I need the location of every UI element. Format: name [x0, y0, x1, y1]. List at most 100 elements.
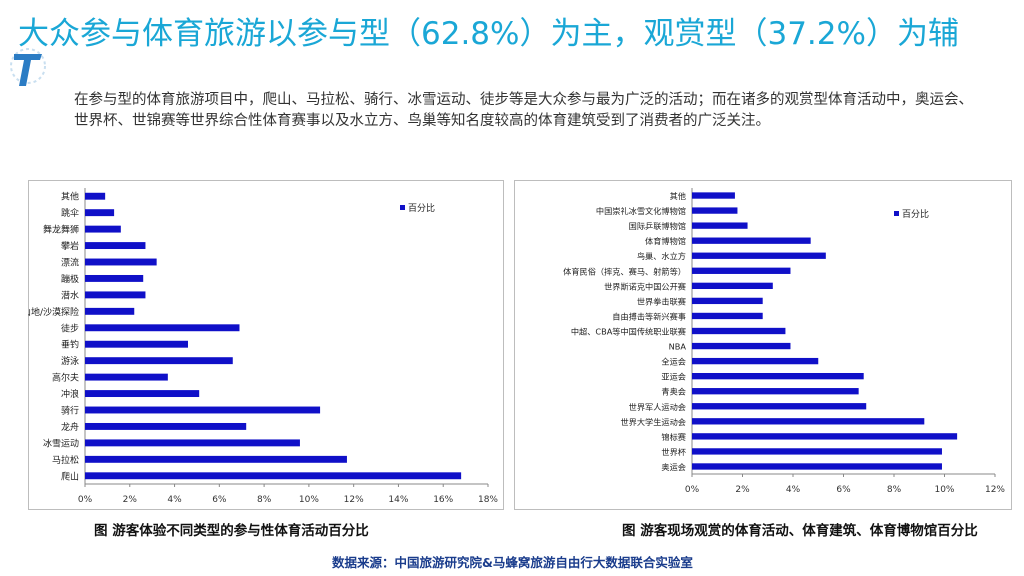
chart1-x-tick-label: 18% — [478, 495, 498, 505]
chart2-category-label: 亚运会 — [661, 372, 686, 382]
chart1-category-label: 爬山 — [61, 471, 79, 482]
chart1-category-label: 冲浪 — [61, 388, 79, 400]
chart1-x-tick-label: 12% — [344, 495, 364, 505]
chart1-x-tick-label: 0% — [78, 495, 93, 505]
chart1-category-label: 山地/沙漠探险 — [28, 306, 79, 318]
chart2-bar — [692, 252, 826, 259]
chart1-x-tick-label: 10% — [299, 495, 319, 505]
chart2-category-label: NBA — [669, 342, 687, 352]
chart2-bar — [692, 357, 819, 365]
chart1-category-label: 跳伞 — [61, 207, 79, 219]
page-description: 在参与型的体育旅游项目中，爬山、马拉松、骑行、冰雪运动、徒步等是大众参与最为广泛… — [74, 92, 973, 129]
chart1-legend-label: 百分比 — [408, 202, 435, 214]
chart1-category-label: 潜水 — [61, 289, 79, 301]
chart2-category-label: 世界军人运动会 — [629, 402, 686, 412]
chart1-category-label: 冰雪运动 — [43, 437, 79, 449]
chart2-bar — [692, 388, 859, 395]
chart1-x-tick-label: 8% — [257, 495, 272, 505]
chart1-bar — [85, 422, 247, 430]
chart1-category-label: 垂钓 — [61, 339, 79, 351]
chart1-category-label: 蹦极 — [61, 273, 79, 285]
chart2-category-label: 青奥会 — [661, 387, 686, 397]
chart2-bar — [692, 237, 811, 244]
chart1-bar — [85, 258, 157, 266]
chart1-x-tick-label: 4% — [167, 495, 182, 505]
chart2-x-tick-label: 8% — [887, 485, 902, 495]
chart1-category-label: 其他 — [61, 191, 79, 203]
chart1-bar — [85, 472, 462, 480]
chart2-category-label: 锦标赛 — [661, 432, 686, 442]
chart2-category-label: 奥运会 — [661, 462, 686, 472]
chart1-category-label: 高尔夫 — [52, 372, 79, 384]
chart1-bar — [85, 291, 146, 299]
chart1-category-label: 游泳 — [61, 355, 79, 367]
chart1-bar — [85, 225, 121, 233]
chart2-bar — [692, 297, 763, 305]
chart-participation: 0% 2% 4% 6% 8% 10% 12% 14% 16% 18% 其他跳伞舞龙舞狮攀岩漂流蹦极潜… — [28, 188, 498, 505]
chart2-x-tick-label: 6% — [836, 485, 851, 495]
chart1-bar — [85, 357, 233, 365]
chart2-category-label: 体育博物馆 — [645, 236, 686, 246]
chart1-bar — [85, 242, 146, 250]
chart2-category-label: 鸟巢、水立方 — [637, 251, 686, 261]
chart2-bar — [692, 448, 942, 455]
chart-spectator: 0% 2% 4% 6% 8% 10% 12% 其他中国崇礼冰雪文化博物馆国际乒联博物馆体育博物… — [563, 188, 1005, 495]
chart1-category-label: 徒步 — [61, 322, 79, 334]
chart2-category-label: 中超、CBA等中国传统职业联赛 — [571, 327, 686, 337]
chart-2-caption: 图 游客现场观赏的体育活动、体育建筑、体育博物馆百分比 — [622, 523, 978, 539]
chart2-x-tick-label: 12% — [985, 485, 1005, 495]
chart1-legend-swatch — [400, 205, 405, 210]
chart2-bar — [692, 192, 735, 199]
chart1-x-tick-label: 2% — [123, 495, 138, 505]
chart2-bar — [692, 207, 738, 214]
chart1-bar — [85, 439, 300, 447]
data-source: 数据来源：中国旅游研究院&马蜂窝旅游自由行大数据联合实验室 — [332, 555, 693, 570]
chart2-legend-swatch — [894, 211, 899, 216]
chart1-bar — [85, 390, 200, 398]
chart2-bar — [692, 433, 958, 440]
chart1-x-tick-label: 6% — [212, 495, 227, 505]
chart2-x-tick-label: 4% — [786, 485, 801, 495]
page-title: 大众参与体育旅游以参与型（62.8%）为主，观赏型（37.2%）为辅 — [18, 16, 959, 52]
chart2-x-tick-label: 2% — [735, 485, 750, 495]
chart2-legend-label: 百分比 — [902, 208, 929, 220]
chart2-bar — [692, 327, 786, 335]
chart1-bar — [85, 455, 347, 463]
chart2-category-label: 世界大学生运动会 — [620, 417, 686, 427]
chart1-category-label: 龙舟 — [61, 421, 79, 433]
chart1-bar — [85, 340, 188, 348]
chart2-bar — [692, 372, 864, 380]
chart1-category-label: 漂流 — [61, 257, 79, 269]
chart2-category-label: 其他 — [670, 191, 686, 201]
chart2-category-label: 全运会 — [661, 357, 686, 367]
chart2-x-tick-label: 10% — [934, 485, 954, 495]
chart1-x-tick-label: 16% — [433, 495, 453, 505]
chart1-bar — [85, 307, 135, 315]
chart1-bar — [85, 274, 144, 282]
chart1-bar — [85, 324, 240, 332]
chart1-bar — [85, 192, 106, 200]
chart1-category-label: 马拉松 — [52, 454, 79, 466]
chart2-x-tick-label: 0% — [685, 485, 700, 495]
institute-logo — [6, 40, 50, 104]
chart2-bar — [692, 267, 791, 274]
chart1-bar — [85, 406, 321, 414]
chart1-category-label: 舞龙舞狮 — [43, 224, 79, 236]
chart2-bar — [692, 463, 942, 470]
chart1-bar — [85, 209, 115, 217]
chart2-category-label: 世界斯诺克中国公开赛 — [604, 281, 686, 291]
chart-1-caption: 图 游客体验不同类型的参与性体育活动百分比 — [94, 523, 369, 539]
chart2-category-label: 国际乒联博物馆 — [629, 221, 686, 231]
chart2-category-label: 自由搏击等新兴赛事 — [612, 311, 686, 321]
chart2-bar — [692, 418, 925, 425]
chart2-bar — [692, 403, 867, 410]
chart2-bar — [692, 342, 791, 350]
chart1-bar — [85, 373, 168, 381]
chart2-bar — [692, 282, 773, 290]
chart2-category-label: 中国崇礼冰雪文化博物馆 — [596, 206, 686, 216]
chart2-category-label: 世界拳击联赛 — [637, 296, 686, 306]
chart2-bar — [692, 312, 763, 320]
chart1-category-label: 攀岩 — [61, 240, 79, 252]
chart1-category-label: 骑行 — [61, 405, 79, 417]
chart2-bar — [692, 222, 748, 229]
